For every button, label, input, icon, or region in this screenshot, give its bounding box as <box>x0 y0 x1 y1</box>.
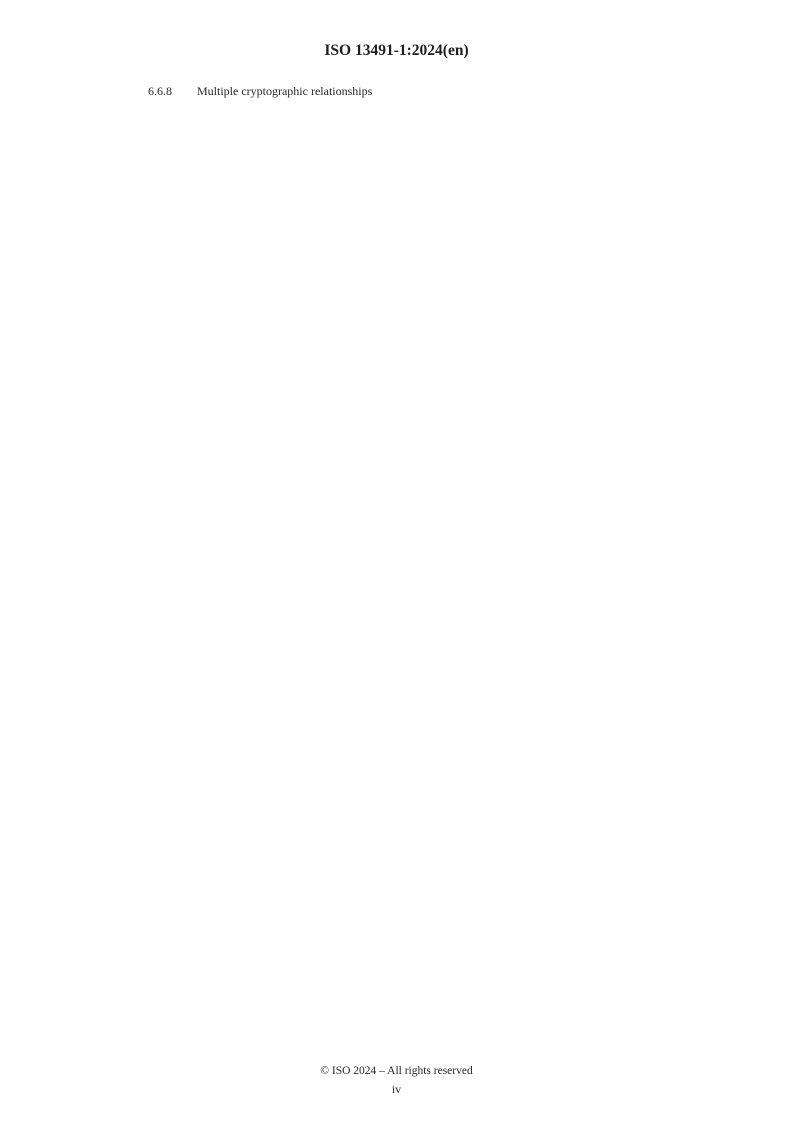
document-header-title: ISO 13491-1:2024(en) <box>324 42 469 59</box>
toc-entry[interactable]: 6.6.8 Multiple cryptographic relationshi… <box>148 83 793 1122</box>
toc-entry-title: Multiple cryptographic relationships <box>197 84 373 98</box>
page-number: iv <box>391 1082 402 1096</box>
toc-entry-page: 17 <box>385 83 793 1122</box>
page-footer: © ISO 2024 – All rights reserved iv <box>0 1063 793 1099</box>
toc-entry-number: 6.6.8 <box>148 84 172 98</box>
copyright-notice: © ISO 2024 – All rights reserved <box>320 1065 473 1077</box>
table-of-contents: 6.6.8 Multiple cryptographic relationshi… <box>47 83 793 1122</box>
